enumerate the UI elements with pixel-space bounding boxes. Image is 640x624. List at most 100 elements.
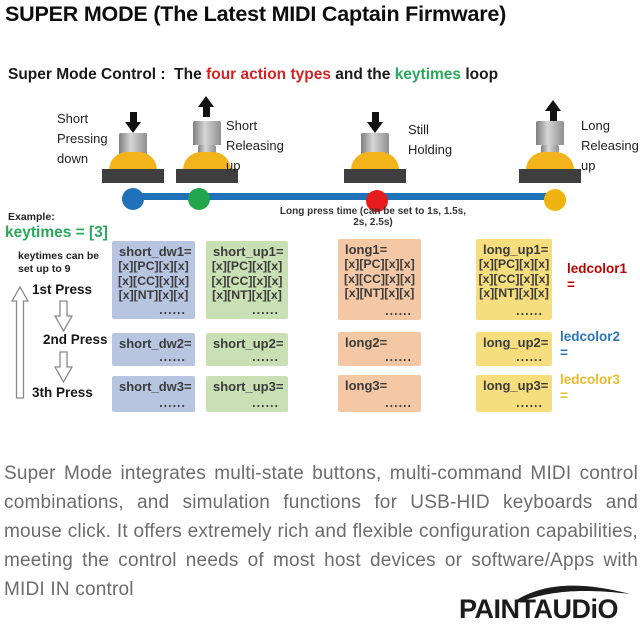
press-down-arrow-icon xyxy=(367,112,384,133)
box-body: [x][PC][x][x] [x][CC][x][x] [x][NT][x][x… xyxy=(117,259,190,302)
box-dots: ...... xyxy=(385,396,412,410)
box-title: long_up3= xyxy=(483,378,549,393)
box-title: long_up2= xyxy=(483,335,549,350)
subtitle-prefix: Super Mode Control : The xyxy=(8,66,207,83)
keytimes-value: keytimes = [3] xyxy=(5,224,108,241)
press-label-1: 1st Press xyxy=(32,282,93,297)
action-label-still-holding: Still Holding xyxy=(408,122,453,157)
action-box-short-dw1: short_dw1= [x][PC][x][x] [x][CC][x][x] [… xyxy=(112,241,195,319)
keytimes-note: keytimes can be set up to 9 xyxy=(18,250,100,275)
subtitle-middle: and the xyxy=(330,66,395,83)
switch-stem-cap xyxy=(193,121,221,145)
action-box-long1: long1= [x][PC][x][x] [x][CC][x][x] [x][N… xyxy=(338,239,421,320)
action-box-long-up1: long_up1= [x][PC][x][x] [x][CC][x][x] [x… xyxy=(476,239,552,320)
logo-swoosh xyxy=(515,585,630,603)
arrow-head xyxy=(198,96,214,107)
box-title: short_dw1= xyxy=(119,244,192,259)
box-dots: ...... xyxy=(159,303,186,317)
box-body: [x][PC][x][x] [x][CC][x][x] [x][NT][x][x… xyxy=(211,259,283,302)
box-title: short_dw2= xyxy=(119,336,192,351)
action-label-long-releasing-up: Long Releasing up xyxy=(581,118,639,173)
arrow-head xyxy=(545,100,561,111)
footswitch-pressed-3 xyxy=(344,133,406,183)
action-label-short-pressing-down: Short Pressing down xyxy=(57,111,108,166)
box-dots: ...... xyxy=(159,350,186,364)
box-title: short_dw3= xyxy=(119,379,192,394)
loop-back-arrow-icon xyxy=(11,286,29,399)
box-title: short_up3= xyxy=(213,379,284,394)
box-body: [x][PC][x][x] [x][CC][x][x] [x][NT][x][x… xyxy=(478,257,550,300)
action-box-short-dw2: short_dw2= ...... xyxy=(112,333,195,366)
box-dots: ...... xyxy=(385,304,412,318)
arrow-head xyxy=(125,122,141,133)
box-dots: ...... xyxy=(159,396,186,410)
box-dots: ...... xyxy=(516,350,543,364)
example-label: Example: xyxy=(8,211,55,223)
long-press-time-note: Long press time (can be set to 1s, 1.5s,… xyxy=(279,206,467,228)
switch-dome xyxy=(526,152,574,173)
box-dots: ...... xyxy=(516,396,543,410)
next-press-arrow-icon xyxy=(54,351,73,383)
action-box-short-dw3: short_dw3= ...... xyxy=(112,376,195,412)
box-body: [x][PC][x][x] [x][CC][x][x] [x][NT][x][x… xyxy=(343,257,416,300)
box-title: long3= xyxy=(345,378,388,393)
subtitle-keytimes: keytimes xyxy=(394,66,462,83)
footswitch-pressed-1 xyxy=(102,133,164,183)
switch-dome xyxy=(183,152,231,173)
box-dots: ...... xyxy=(252,396,279,410)
box-title: long_up1= xyxy=(483,242,549,257)
switch-stem-cap xyxy=(536,121,564,145)
box-dots: ...... xyxy=(385,350,412,364)
box-dots: ...... xyxy=(252,350,279,364)
page-title: SUPER MODE (The Latest MIDI Captain Firm… xyxy=(5,2,507,26)
box-title: long2= xyxy=(345,335,388,350)
arrow-shaft xyxy=(203,107,210,117)
release-up-arrow-icon xyxy=(545,100,562,121)
subtitle: Super Mode Control : The four action typ… xyxy=(8,66,498,84)
box-dots: ...... xyxy=(516,304,543,318)
switch-plate xyxy=(176,169,238,183)
timeline-dot-yellow xyxy=(544,189,566,211)
action-box-short-up2: short_up2= ...... xyxy=(206,333,288,366)
ledcolor1-label: ledcolor1 = xyxy=(567,261,628,292)
ledcolor3-label: ledcolor3 = xyxy=(560,372,621,403)
arrow-shaft xyxy=(130,112,137,122)
action-box-long-up3: long_up3= ...... xyxy=(476,375,552,412)
ledcolor2-label: ledcolor2 = xyxy=(560,329,621,360)
arrow-head xyxy=(367,122,383,133)
action-box-long2: long2= ...... xyxy=(338,332,421,366)
next-press-arrow-icon xyxy=(54,300,73,332)
timeline-dot-green xyxy=(188,188,210,210)
action-box-short-up3: short_up3= ...... xyxy=(206,376,288,412)
subtitle-suffix: loop xyxy=(461,66,499,83)
release-up-arrow-icon xyxy=(198,96,215,117)
switch-plate xyxy=(102,169,164,183)
logo-text: PAINTAUDiO xyxy=(459,594,618,623)
box-dots: ...... xyxy=(252,303,279,317)
action-label-short-releasing-up: Short Releasing up xyxy=(226,118,284,173)
subtitle-four-action-types: four action types xyxy=(206,66,331,83)
press-label-2: 2nd Press xyxy=(43,332,108,347)
action-box-long-up2: long_up2= ...... xyxy=(476,332,552,366)
footswitch-released-2 xyxy=(176,121,238,183)
action-box-short-up1: short_up1= [x][PC][x][x] [x][CC][x][x] [… xyxy=(206,241,288,319)
timeline-bar xyxy=(133,193,557,200)
switch-dome xyxy=(109,152,157,173)
switch-plate xyxy=(344,169,406,183)
press-label-3: 3th Press xyxy=(32,385,93,400)
switch-dome xyxy=(351,152,399,173)
arrow-shaft xyxy=(550,111,557,121)
paintaudio-logo: PAINTAUDiO xyxy=(459,585,630,623)
footswitch-released-4 xyxy=(519,121,581,183)
press-down-arrow-icon xyxy=(125,112,142,133)
switch-plate xyxy=(519,169,581,183)
action-box-long3: long3= ...... xyxy=(338,375,421,412)
timeline-dot-blue xyxy=(122,188,144,210)
box-title: short_up2= xyxy=(213,336,284,351)
timeline-dot-red xyxy=(366,190,388,212)
box-title: long1= xyxy=(345,242,388,257)
description-paragraph: Super Mode integrates multi-state button… xyxy=(4,463,638,600)
arrow-shaft xyxy=(372,112,379,122)
box-title: short_up1= xyxy=(213,244,284,259)
